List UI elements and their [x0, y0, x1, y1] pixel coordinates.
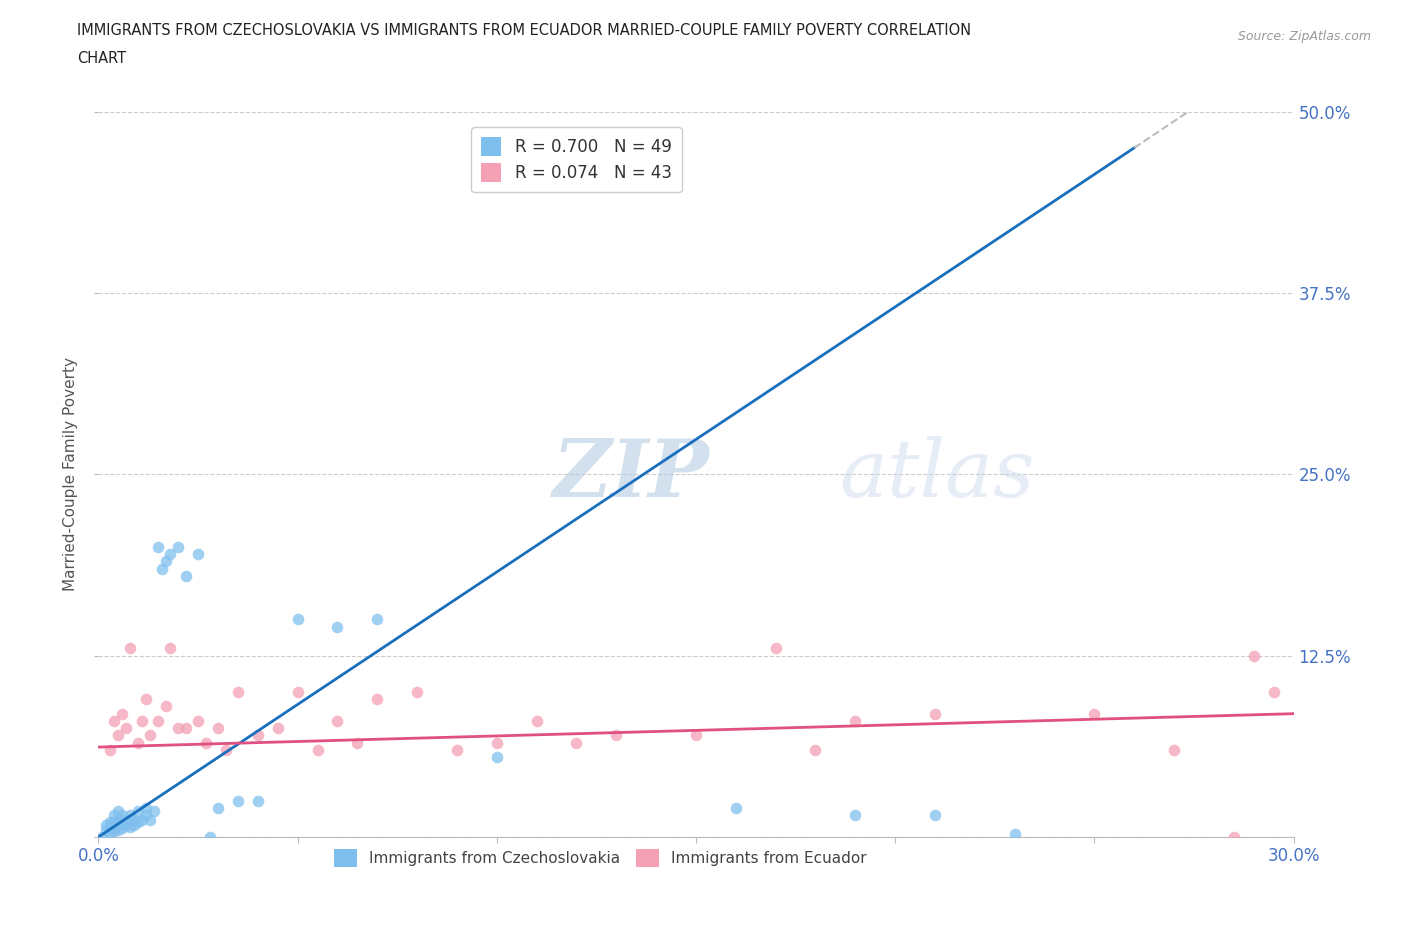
Point	[98, 815, 122, 830]
Point	[287, 612, 309, 627]
Point	[98, 825, 122, 840]
Point	[198, 830, 221, 844]
Point	[107, 728, 129, 743]
Point	[446, 742, 468, 757]
Point	[111, 821, 134, 836]
Text: CHART: CHART	[77, 51, 127, 66]
Point	[605, 728, 627, 743]
Point	[366, 692, 388, 707]
Point	[96, 822, 118, 837]
Legend: Immigrants from Czechoslovakia, Immigrants from Ecuador: Immigrants from Czechoslovakia, Immigran…	[328, 843, 873, 873]
Point	[115, 818, 138, 833]
Point	[174, 568, 197, 583]
Point	[127, 815, 149, 830]
Y-axis label: Married-Couple Family Poverty: Married-Couple Family Poverty	[63, 357, 79, 591]
Point	[526, 713, 548, 728]
Point	[127, 736, 149, 751]
Point	[326, 713, 349, 728]
Point	[406, 684, 429, 699]
Point	[226, 793, 249, 808]
Point	[98, 742, 122, 757]
Text: atlas: atlas	[839, 435, 1035, 513]
Point	[724, 801, 747, 816]
Point	[844, 713, 866, 728]
Point	[1263, 684, 1285, 699]
Point	[804, 742, 827, 757]
Point	[1163, 742, 1185, 757]
Text: IMMIGRANTS FROM CZECHOSLOVAKIA VS IMMIGRANTS FROM ECUADOR MARRIED-COUPLE FAMILY : IMMIGRANTS FROM CZECHOSLOVAKIA VS IMMIGR…	[77, 23, 972, 38]
Point	[844, 808, 866, 823]
Point	[111, 817, 134, 831]
Point	[1083, 706, 1105, 721]
Point	[215, 742, 238, 757]
Point	[207, 721, 229, 736]
Point	[124, 812, 146, 827]
Point	[167, 539, 190, 554]
Point	[1004, 827, 1026, 842]
Point	[924, 706, 946, 721]
Point	[148, 713, 170, 728]
Point	[159, 641, 181, 656]
Point	[103, 819, 125, 834]
Point	[485, 750, 508, 764]
Point	[226, 684, 249, 699]
Point	[103, 815, 125, 830]
Point	[246, 728, 269, 743]
Text: Source: ZipAtlas.com: Source: ZipAtlas.com	[1237, 30, 1371, 43]
Point	[111, 706, 134, 721]
Point	[135, 801, 157, 816]
Point	[346, 736, 368, 751]
Point	[103, 808, 125, 823]
Point	[307, 742, 329, 757]
Point	[924, 808, 946, 823]
Point	[139, 728, 162, 743]
Point	[287, 684, 309, 699]
Point	[91, 830, 114, 844]
Point	[207, 801, 229, 816]
Point	[366, 612, 388, 627]
Point	[98, 821, 122, 836]
Point	[127, 804, 149, 818]
Point	[135, 692, 157, 707]
Point	[326, 619, 349, 634]
Point	[135, 808, 157, 823]
Point	[148, 539, 170, 554]
Point	[174, 721, 197, 736]
Point	[115, 812, 138, 827]
Point	[1243, 648, 1265, 663]
Point	[187, 547, 209, 562]
Point	[485, 736, 508, 751]
Point	[120, 808, 142, 823]
Point	[765, 641, 787, 656]
Point	[246, 793, 269, 808]
Point	[155, 554, 177, 569]
Point	[150, 561, 173, 576]
Point	[187, 713, 209, 728]
Point	[167, 721, 190, 736]
Point	[685, 728, 707, 743]
Point	[107, 804, 129, 818]
Point	[131, 812, 153, 827]
Point	[1223, 830, 1246, 844]
Point	[120, 641, 142, 656]
Point	[103, 713, 125, 728]
Point	[131, 713, 153, 728]
Point	[159, 547, 181, 562]
Point	[111, 808, 134, 823]
Point	[107, 812, 129, 827]
Point	[107, 818, 129, 833]
Point	[155, 699, 177, 714]
Point	[120, 819, 142, 834]
Point	[107, 822, 129, 837]
Point	[115, 721, 138, 736]
Point	[124, 818, 146, 833]
Point	[267, 721, 290, 736]
Point	[565, 736, 588, 751]
Point	[96, 818, 118, 833]
Point	[195, 736, 218, 751]
Point	[143, 804, 166, 818]
Point	[139, 812, 162, 827]
Point	[103, 824, 125, 839]
Text: ZIP: ZIP	[553, 435, 710, 513]
